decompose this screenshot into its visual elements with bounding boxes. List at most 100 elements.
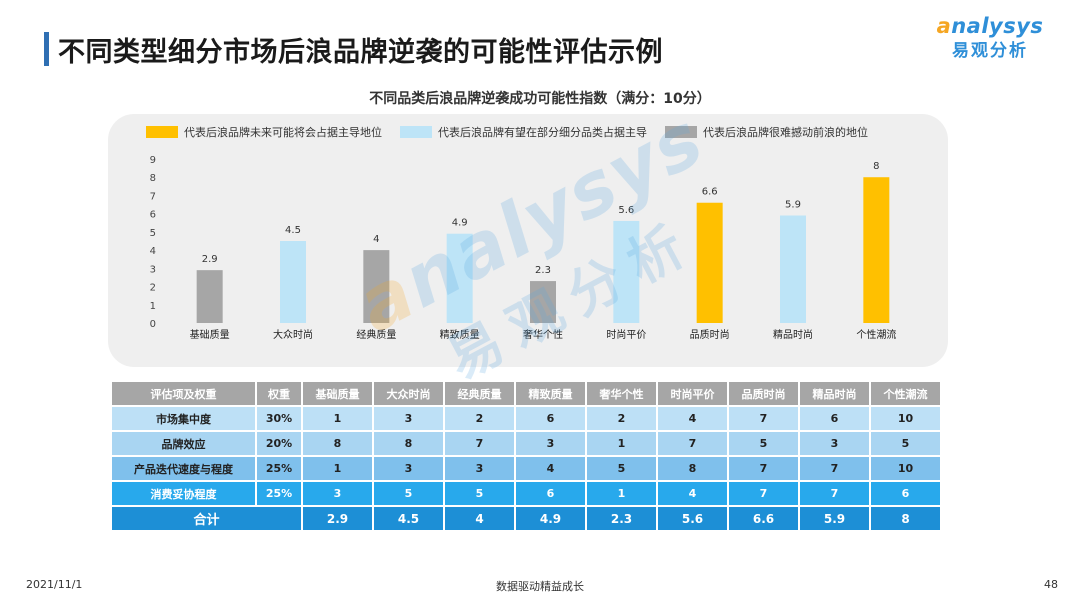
table-cell: 7 <box>800 457 869 480</box>
row-label: 市场集中度 <box>112 407 255 430</box>
table-cell: 7 <box>658 432 727 455</box>
table-row: 市场集中度 30% 1 3 2 6 2 4 7 6 10 <box>112 407 940 430</box>
table-header: 个性潮流 <box>871 382 940 405</box>
evaluation-table: 评估项及权重 权重 基础质量 大众时尚 经典质量 精致质量 奢华个性 时尚平价 … <box>110 380 942 532</box>
chart-panel: 0 1 2 3 4 5 6 7 8 9 2.9 基础质量 4.5 大众时尚 4 经典质量 4.9 精致质量 2.3 奢… <box>108 114 948 367</box>
logo-chinese-name: 易观分析 <box>952 41 1028 61</box>
table-cell: 3 <box>374 457 443 480</box>
logo-wordmark-rest: nalysys <box>951 14 1044 38</box>
table-header: 经典质量 <box>445 382 514 405</box>
table-cell: 5 <box>587 457 656 480</box>
table-cell: 5 <box>729 432 798 455</box>
legend-label-hard: 代表后浪品牌很难撼动前浪的地位 <box>703 126 868 139</box>
bar-9 <box>863 177 890 323</box>
table-cell: 10 <box>871 407 940 430</box>
y-tick-label: 5 <box>150 228 156 239</box>
data-label: 4.5 <box>285 225 301 236</box>
x-tick-label: 个性潮流 <box>856 328 896 341</box>
table-cell: 6 <box>516 482 585 505</box>
table-cell: 3 <box>303 482 372 505</box>
total-label: 合计 <box>112 507 301 530</box>
footer-date: 2021/11/1 <box>26 578 83 591</box>
table-header: 奢华个性 <box>587 382 656 405</box>
data-label: 2.3 <box>535 265 551 276</box>
row-label: 品牌效应 <box>112 432 255 455</box>
table-cell: 5 <box>445 482 514 505</box>
row-weight: 25% <box>257 482 301 505</box>
table-cell: 8 <box>658 457 727 480</box>
footer-slogan: 数据驱动精益成长 <box>496 580 584 593</box>
table-header: 精品时尚 <box>800 382 869 405</box>
chart-legend: 代表后浪品牌未来可能将会占据主导地位 代表后浪品牌有望在部分细分品类占据主导 代… <box>146 124 868 140</box>
bar-1 <box>196 270 223 323</box>
total-cell: 4.5 <box>374 507 443 530</box>
legend-item-partial: 代表后浪品牌有望在部分细分品类占据主导 <box>400 124 647 140</box>
y-tick-label: 9 <box>150 155 156 166</box>
data-label: 5.6 <box>618 205 634 216</box>
table-cell: 6 <box>800 407 869 430</box>
brand-logo: analysys 易观分析 <box>930 14 1050 61</box>
y-tick-label: 7 <box>150 191 156 202</box>
table-cell: 1 <box>303 457 372 480</box>
legend-label-partial: 代表后浪品牌有望在部分细分品类占据主导 <box>438 126 647 139</box>
logo-wordmark: analysys <box>930 14 1050 38</box>
legend-item-leader: 代表后浪品牌未来可能将会占据主导地位 <box>146 124 382 140</box>
total-cell: 4.9 <box>516 507 585 530</box>
total-cell: 5.6 <box>658 507 727 530</box>
table-cell: 3 <box>516 432 585 455</box>
legend-swatch-partial <box>400 126 432 138</box>
data-label: 4.9 <box>452 218 468 229</box>
table-header: 大众时尚 <box>374 382 443 405</box>
table-header: 基础质量 <box>303 382 372 405</box>
y-tick-label: 6 <box>150 210 156 221</box>
x-tick-label: 大众时尚 <box>273 328 313 341</box>
table-cell: 7 <box>729 457 798 480</box>
x-tick-label: 精致质量 <box>440 328 480 341</box>
table-cell: 7 <box>729 482 798 505</box>
table-cell: 7 <box>445 432 514 455</box>
legend-label-leader: 代表后浪品牌未来可能将会占据主导地位 <box>184 126 382 139</box>
row-weight: 30% <box>257 407 301 430</box>
x-tick-label: 基础质量 <box>190 328 230 341</box>
row-weight: 25% <box>257 457 301 480</box>
bar-6 <box>613 220 640 323</box>
table-cell: 7 <box>729 407 798 430</box>
data-label: 4 <box>373 234 379 245</box>
table-cell: 1 <box>587 482 656 505</box>
x-tick-label: 奢华个性 <box>523 328 563 341</box>
total-cell: 2.3 <box>587 507 656 530</box>
y-tick-label: 1 <box>150 301 156 312</box>
legend-swatch-hard <box>665 126 697 138</box>
table-row: 消费妥协程度 25% 3 5 5 6 1 4 7 7 6 <box>112 482 940 505</box>
table-cell: 8 <box>303 432 372 455</box>
bar-chart: 0 1 2 3 4 5 6 7 8 9 2.9 基础质量 4.5 大众时尚 4 经典质量 4.9 精致质量 2.3 奢… <box>150 155 897 341</box>
y-tick-label: 8 <box>150 173 156 184</box>
logo-wordmark-first: a <box>936 14 952 38</box>
y-tick-label: 2 <box>150 283 156 294</box>
table-cell: 1 <box>587 432 656 455</box>
page-number: 48 <box>1044 578 1058 591</box>
y-tick-label: 0 <box>150 319 156 330</box>
legend-item-hard: 代表后浪品牌很难撼动前浪的地位 <box>665 124 868 140</box>
page-title: 不同类型细分市场后浪品牌逆袭的可能性评估示例 <box>58 37 663 68</box>
table-cell: 2 <box>587 407 656 430</box>
total-cell: 8 <box>871 507 940 530</box>
table-cell: 10 <box>871 457 940 480</box>
row-label: 产品迭代速度与程度 <box>112 457 255 480</box>
bar-2 <box>280 241 306 323</box>
total-cell: 6.6 <box>729 507 798 530</box>
table-cell: 1 <box>303 407 372 430</box>
table-total-row: 合计 2.9 4.5 4 4.9 2.3 5.6 6.6 5.9 8 <box>112 507 940 530</box>
table-row: 品牌效应 20% 8 8 7 3 1 7 5 3 5 <box>112 432 940 455</box>
x-tick-label: 经典质量 <box>356 328 396 341</box>
data-label: 5.9 <box>785 199 801 210</box>
bar-3 <box>363 250 390 323</box>
row-weight: 20% <box>257 432 301 455</box>
data-label: 6.6 <box>702 187 718 198</box>
table-cell: 2 <box>445 407 514 430</box>
row-label: 消费妥协程度 <box>112 482 255 505</box>
bar-4 <box>446 233 473 323</box>
table-cell: 4 <box>516 457 585 480</box>
table-cell: 4 <box>658 407 727 430</box>
table-cell: 3 <box>374 407 443 430</box>
